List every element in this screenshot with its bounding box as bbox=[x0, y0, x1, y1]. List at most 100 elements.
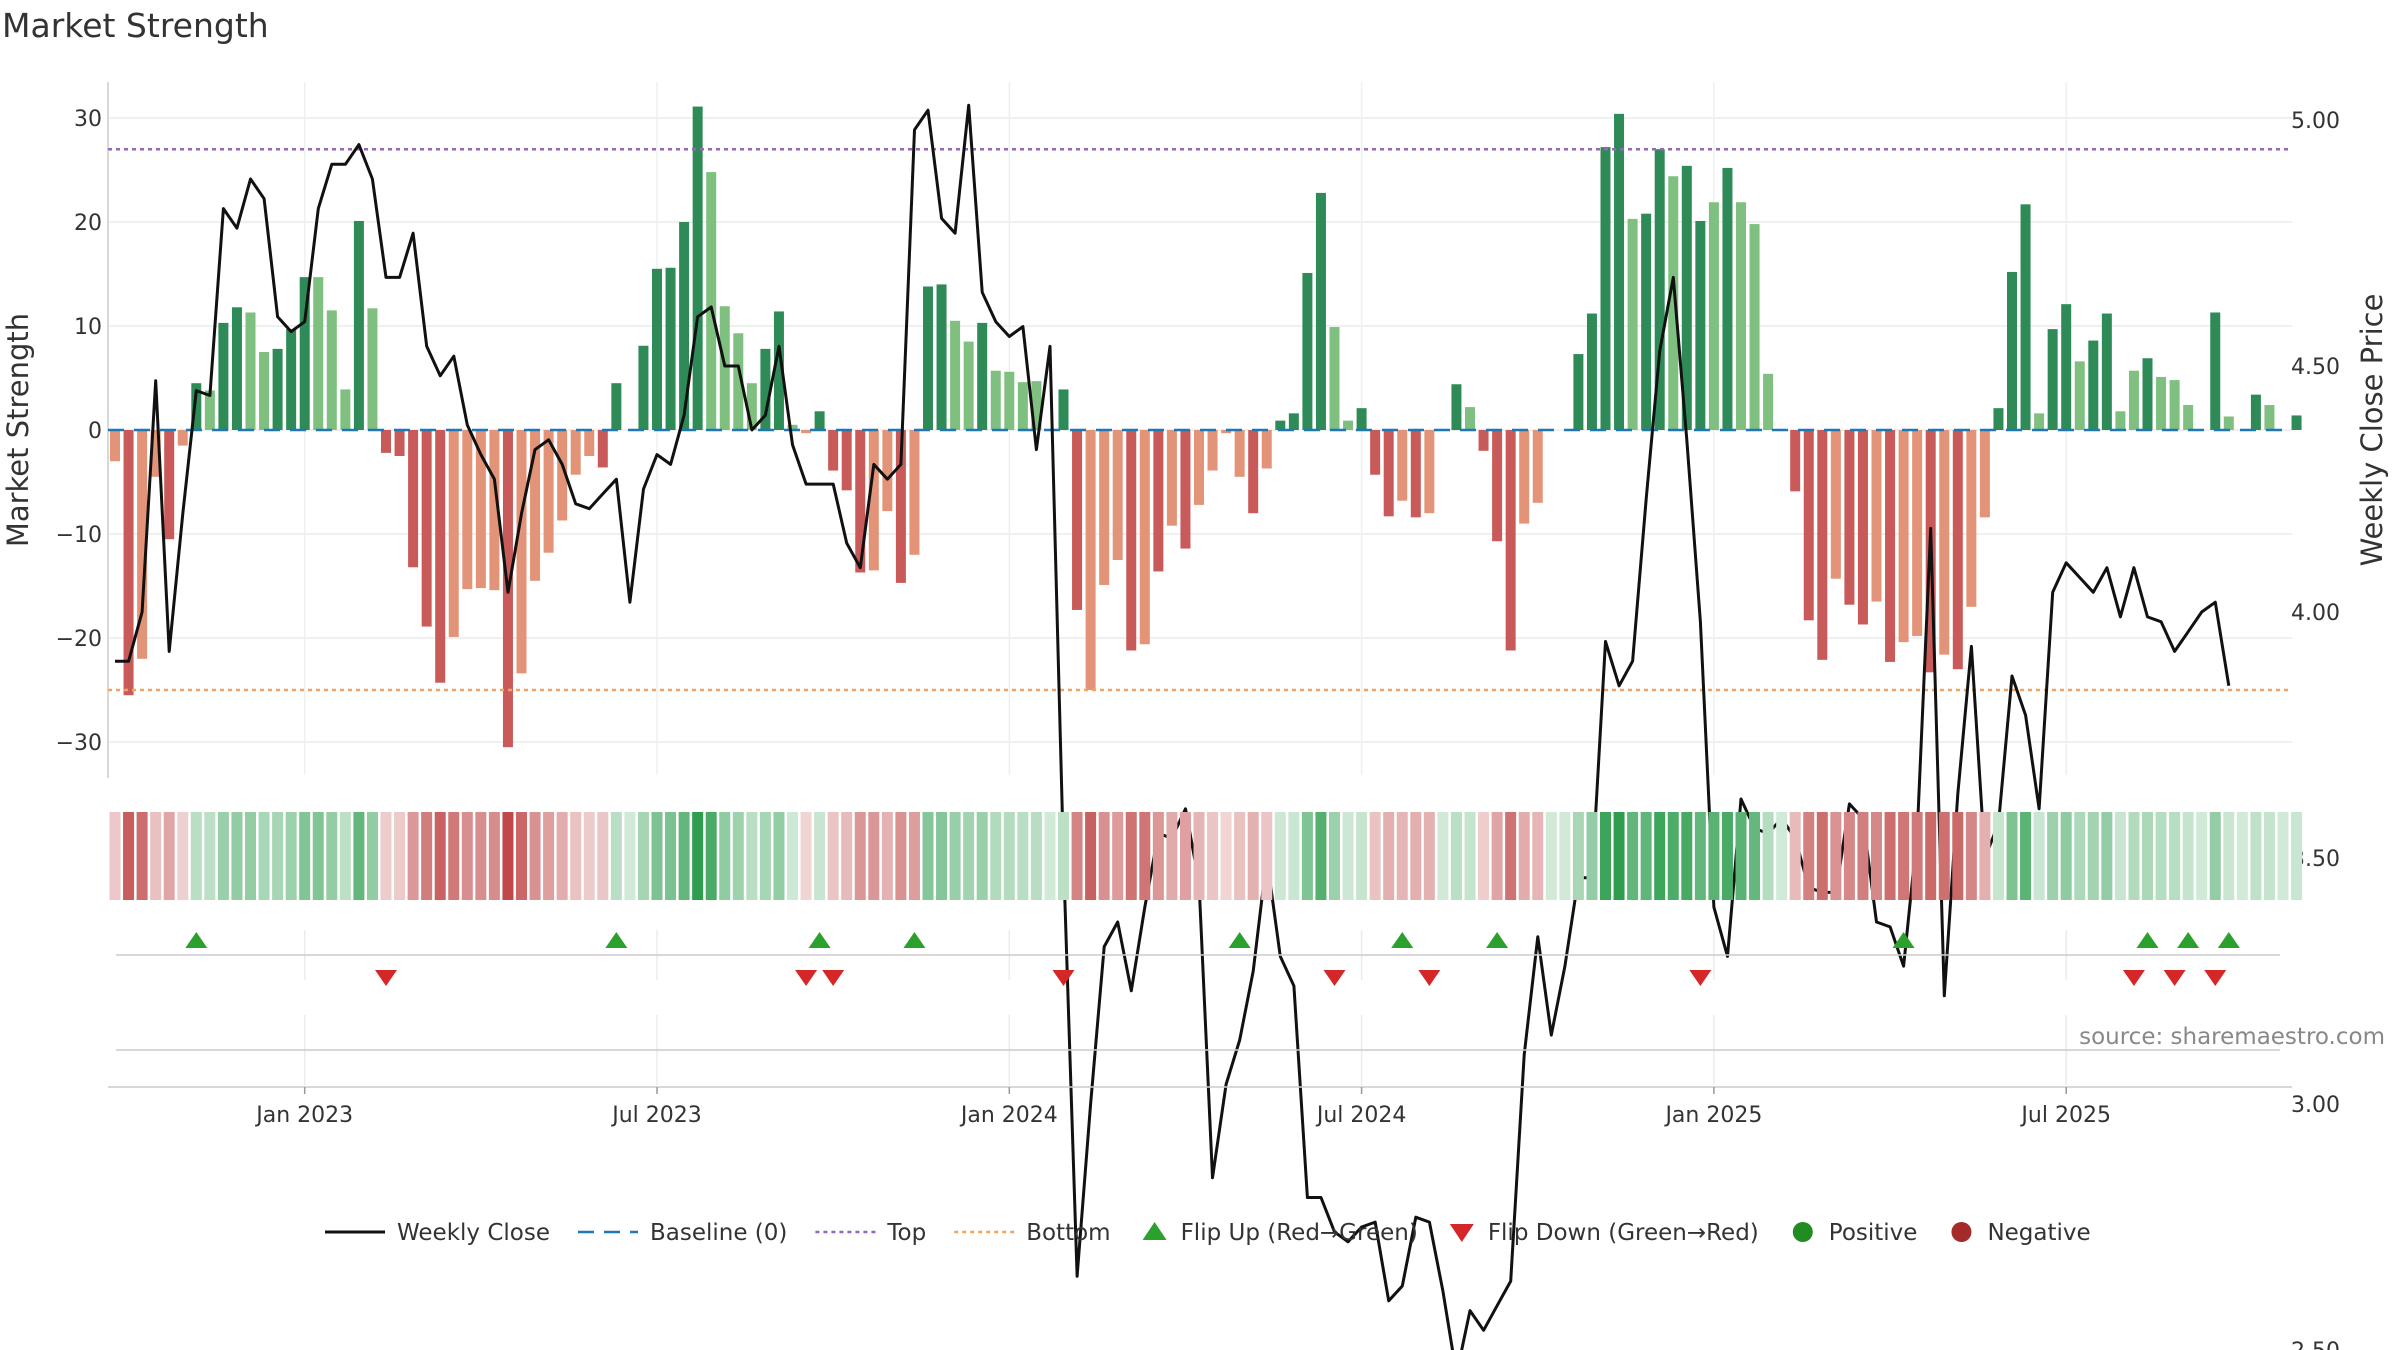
strip-cell bbox=[814, 812, 826, 900]
strength-bar bbox=[1234, 430, 1245, 477]
strength-bar bbox=[950, 320, 961, 430]
strip-cell bbox=[2128, 812, 2140, 900]
x-tick-label: Jul 2023 bbox=[610, 1103, 702, 1128]
strength-bar bbox=[177, 430, 188, 446]
strip-cell bbox=[2006, 812, 2018, 900]
y-tick-label: −20 bbox=[56, 627, 102, 652]
strip-cell bbox=[1505, 812, 1517, 900]
strip-cell bbox=[1803, 812, 1815, 900]
strip-cell bbox=[651, 812, 663, 900]
y2-tick-label: 5.00 bbox=[2291, 109, 2340, 134]
strength-bar bbox=[1004, 371, 1015, 430]
legend-label: Positive bbox=[1829, 1220, 1918, 1246]
strip-cell bbox=[1735, 812, 1747, 900]
strip-cell bbox=[1708, 812, 1720, 900]
strip-cell bbox=[1843, 812, 1855, 900]
strip-cell bbox=[1220, 812, 1232, 900]
strength-bar bbox=[1871, 430, 1882, 602]
strength-bar bbox=[462, 430, 473, 590]
strip-cell bbox=[895, 812, 907, 900]
strength-bar bbox=[1248, 430, 1259, 514]
strength-bar bbox=[1763, 373, 1774, 430]
x-axis: Jan 2023 Jul 2023 Jan 2024 Jul 2024 Jan 2025… bbox=[108, 1086, 2292, 1128]
legend-label: Bottom bbox=[1026, 1220, 1110, 1246]
strip-cell bbox=[1017, 812, 1029, 900]
strip-cell bbox=[217, 812, 229, 900]
strip-cell bbox=[1044, 812, 1056, 900]
strength-bar bbox=[1383, 430, 1394, 517]
strength-bar bbox=[882, 430, 893, 512]
strip-cell bbox=[204, 812, 216, 900]
strip-cell bbox=[2033, 812, 2045, 900]
y2-axis-label: Weekly Close Price bbox=[2355, 294, 2389, 567]
strength-bar bbox=[489, 430, 500, 591]
strip-cell bbox=[1003, 812, 1015, 900]
strip-cell bbox=[2142, 812, 2153, 900]
strip-cell bbox=[827, 812, 839, 900]
strip-cell bbox=[163, 812, 175, 900]
strip-cell bbox=[610, 812, 622, 900]
y2-tick-label: 2.50 bbox=[2291, 1339, 2340, 1350]
strength-bar bbox=[855, 430, 866, 573]
strength-bar bbox=[746, 383, 757, 430]
strip-cell bbox=[1450, 812, 1462, 900]
strength-bar bbox=[2061, 304, 2072, 430]
strip-cell bbox=[1762, 812, 1774, 900]
strength-bar bbox=[1166, 430, 1177, 526]
strength-bar bbox=[868, 430, 879, 571]
strength-bar bbox=[448, 430, 459, 637]
flip-up-marker bbox=[2217, 932, 2240, 948]
strength-bar bbox=[164, 430, 175, 540]
strength-bar bbox=[990, 370, 1001, 430]
strip-cell bbox=[2291, 812, 2303, 900]
strength-bar bbox=[245, 312, 256, 430]
y2-tick-label: 4.00 bbox=[2291, 601, 2340, 626]
strength-bar bbox=[394, 430, 405, 456]
strip-cell bbox=[570, 812, 582, 900]
strip-cell bbox=[2074, 812, 2086, 900]
strength-bar bbox=[1654, 149, 1665, 430]
strength-bar bbox=[259, 352, 270, 430]
strength-bar bbox=[2074, 361, 2085, 430]
strength-bar bbox=[1329, 327, 1340, 430]
strength-bar bbox=[1627, 218, 1638, 430]
legend-label: Flip Down (Green→Red) bbox=[1488, 1220, 1759, 1246]
strip-cell bbox=[1586, 812, 1598, 900]
strength-bar bbox=[272, 348, 283, 430]
strip-cell bbox=[353, 812, 365, 900]
strip-cell bbox=[719, 812, 731, 900]
strip-cell bbox=[1464, 812, 1476, 900]
strip-cell bbox=[854, 812, 866, 900]
strength-bar bbox=[1207, 430, 1218, 471]
legend-swatch-positive bbox=[1792, 1222, 1813, 1242]
strip-cell bbox=[1410, 812, 1422, 900]
strip-cell bbox=[1139, 812, 1151, 900]
strength-bar bbox=[706, 172, 717, 430]
strip-cell bbox=[1112, 812, 1124, 900]
strength-bar bbox=[421, 430, 432, 627]
strip-cell bbox=[1179, 812, 1191, 900]
strip-cell bbox=[692, 812, 704, 900]
strength-bar bbox=[1790, 430, 1801, 492]
strength-bar bbox=[367, 308, 378, 430]
strip-cell bbox=[1329, 812, 1340, 900]
strength-bar bbox=[963, 341, 974, 430]
strip-cell bbox=[366, 812, 378, 900]
strip-cell bbox=[1613, 812, 1625, 900]
flip-down-marker bbox=[1323, 970, 1346, 986]
strength-bar bbox=[1031, 381, 1042, 430]
strip-cell bbox=[2196, 812, 2208, 900]
strip-cell bbox=[1274, 812, 1286, 900]
strip-cell bbox=[759, 812, 771, 900]
strip-cell bbox=[380, 812, 392, 900]
strength-bar bbox=[137, 430, 148, 659]
weekly-close-line bbox=[115, 103, 2231, 1350]
strip-cell bbox=[637, 812, 649, 900]
strip-cell bbox=[1030, 812, 1042, 900]
strip-cell bbox=[326, 812, 338, 900]
strip-cell bbox=[245, 812, 256, 900]
strip-cell bbox=[841, 812, 853, 900]
strip-cell bbox=[732, 812, 744, 900]
strength-bar bbox=[2264, 405, 2275, 430]
strength-bar bbox=[1356, 408, 1367, 430]
